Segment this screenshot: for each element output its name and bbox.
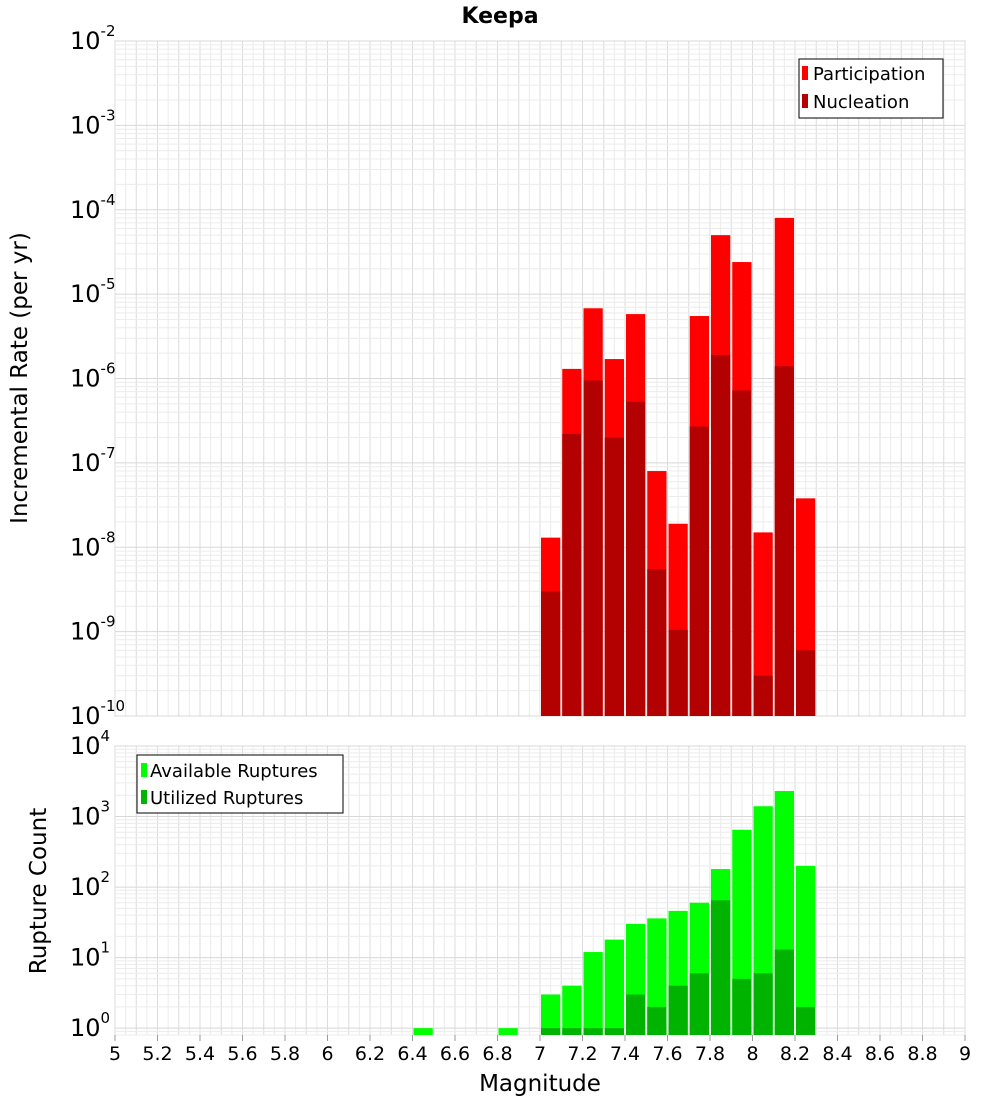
available-bar [562,985,582,1035]
bottom-y-tick-label: 104 [70,727,110,760]
available-bar [647,918,667,1035]
top-y-tick-label: 10-8 [70,528,116,561]
bottom-y-ticks: 104 103 102 101 100 [70,727,110,1042]
x-tick-label: 6.8 [482,1043,512,1065]
nucleation-bar [689,426,709,716]
x-tick-label: 5.4 [185,1043,215,1065]
bottom-y-tick-label: 101 [70,939,110,972]
top-y-axis-label: Incremental Rate (per yr) [7,232,33,524]
nucleation-bar [774,366,794,716]
x-tick-label: 6.4 [397,1043,427,1065]
x-tick-label: 6.2 [355,1043,385,1065]
participation-bar [753,532,773,716]
nucleation-bar [562,433,582,716]
top-y-tick-label: 10-10 [70,697,125,730]
x-tick-label: 7 [534,1043,546,1065]
bottom-legend-box [136,754,344,814]
nucleation-bar [647,569,667,716]
x-tick-label: 8 [746,1043,758,1065]
available-bar [796,865,816,1035]
utilized-bar [562,1028,582,1035]
chart-title: Keepa [461,4,538,29]
top-y-tick-label: 10-6 [70,360,116,393]
x-tick-label: 9 [959,1043,971,1065]
x-tick-label: 7.2 [567,1043,597,1065]
x-tick-label: 8.8 [907,1043,937,1065]
utilized-bar [732,978,752,1035]
utilized-legend-label: Utilized Ruptures [150,788,303,809]
x-tick-label: 5.6 [227,1043,257,1065]
nucleation-bar [668,629,688,716]
participation-legend-label: Participation [813,64,925,85]
x-tick-label: 6.6 [440,1043,470,1065]
top-legend-box [798,58,944,119]
bottom-bars [413,791,816,1035]
utilized-bar [668,985,688,1035]
utilized-bar [711,900,731,1035]
x-axis-label: Magnitude [479,1071,601,1097]
nucleation-bar [604,437,624,716]
nucleation-bar [626,401,646,716]
top-y-tick-label: 10-3 [70,106,116,139]
utilized-bar [689,973,709,1035]
x-tick-label: 5.8 [270,1043,300,1065]
utilized-bar [626,994,646,1035]
available-legend-swatch [141,763,147,777]
available-bar [413,1028,433,1035]
utilized-bar [647,1006,667,1035]
utilized-bar [583,1028,603,1035]
available-bar [604,939,624,1035]
bottom-panel: 104 103 102 101 100 5 5.2 5.4 5.6 5.8 6 6.2 6.4 6.6 6… [26,727,971,1097]
top-y-tick-label: 10-5 [70,275,116,308]
x-tick-label: 5.2 [142,1043,172,1065]
bottom-legend: Available Ruptures Utilized Ruptures [136,754,344,814]
nucleation-bar [711,354,731,716]
bottom-y-tick-label: 100 [70,1009,110,1042]
nucleation-legend-swatch [802,94,808,108]
x-tick-label: 6 [321,1043,333,1065]
top-panel: 10-2 10-3 10-4 10-5 10-6 10-7 10-8 10-9 10-10 In… [7,22,966,730]
utilized-legend-swatch [141,790,147,804]
available-bar [541,994,561,1035]
nucleation-bar [541,591,561,716]
x-tick-label: 5 [109,1043,121,1065]
nucleation-bar [753,675,773,716]
top-y-tick-label: 10-2 [70,22,116,55]
x-tick-label: 8.2 [780,1043,810,1065]
utilized-bar [796,1006,816,1035]
nucleation-bar [796,650,816,716]
x-ticks: 5 5.2 5.4 5.6 5.8 6 6.2 6.4 6.6 6.8 7 7.2 7.4 7.6 7.8 8… [109,1035,971,1065]
x-tick-label: 7.8 [695,1043,725,1065]
available-legend-label: Available Ruptures [150,761,318,782]
nucleation-bar [732,390,752,716]
x-tick-label: 8.6 [865,1043,895,1065]
top-grid [114,40,966,717]
participation-legend-swatch [802,66,808,80]
bottom-y-tick-label: 103 [70,798,110,831]
top-y-ticks: 10-2 10-3 10-4 10-5 10-6 10-7 10-8 10-9 10-10 [70,22,125,730]
x-tick-label: 7.6 [652,1043,682,1065]
bottom-y-tick-label: 102 [70,868,110,901]
top-y-tick-label: 10-7 [70,444,116,477]
top-y-tick-label: 10-4 [70,191,116,224]
bottom-y-axis-label: Rupture Count [26,808,52,974]
utilized-bar [541,1028,561,1035]
nucleation-bar [583,380,603,716]
nucleation-legend-label: Nucleation [813,92,909,113]
x-tick-label: 7.4 [610,1043,640,1065]
available-bar [583,952,603,1035]
utilized-bar [753,973,773,1035]
utilized-bar [604,1028,624,1035]
top-legend: Participation Nucleation [798,58,944,119]
top-bars [541,217,816,716]
x-tick-label: 8.4 [822,1043,852,1065]
utilized-bar [774,949,794,1035]
available-bar [498,1028,518,1035]
top-y-tick-label: 10-9 [70,613,116,646]
